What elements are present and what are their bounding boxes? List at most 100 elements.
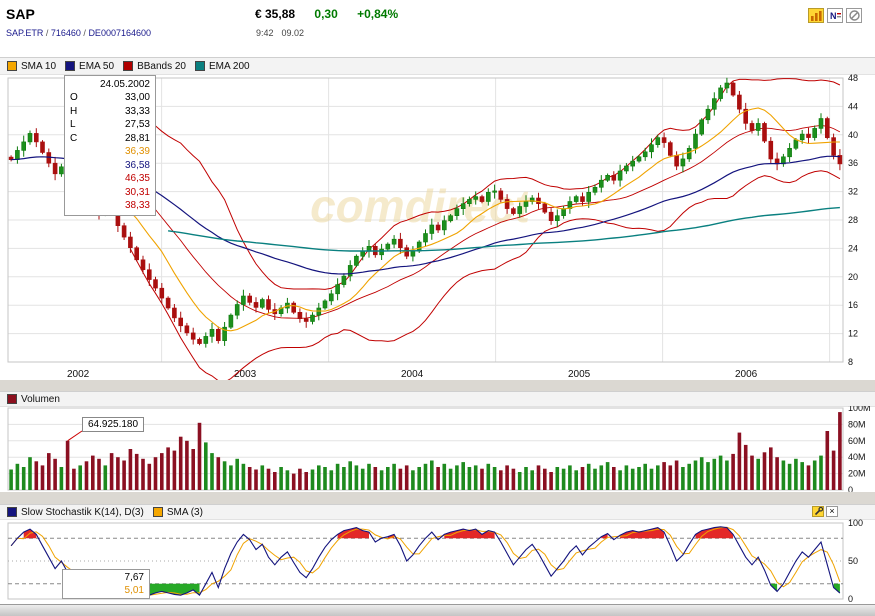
tooltip-row-value: 27,53	[124, 119, 150, 130]
isin: DE0007164600	[88, 28, 151, 38]
panel-separator[interactable]	[0, 380, 875, 391]
quote-timestamp: 9:42 09.02	[256, 28, 312, 38]
svg-text:comdirect: comdirect	[310, 180, 532, 232]
instrument-detail: SAP.ETR / 716460 / DE0007164600	[6, 28, 151, 38]
window-bottom-strip	[0, 604, 875, 616]
svg-text:40M: 40M	[848, 452, 866, 462]
legend-label: Slow Stochastik K(14), D(3)	[21, 506, 144, 518]
svg-text:0: 0	[848, 594, 853, 604]
quote-block: € 35,88 0,30 +0,84%	[255, 7, 398, 21]
legend-label: Volumen	[21, 393, 60, 405]
svg-text:24: 24	[848, 243, 858, 253]
svg-text:100M: 100M	[848, 406, 871, 413]
chart-toolbar: N	[808, 8, 862, 23]
price-chart-canvas[interactable]: 8 12 16 20 24 28 32 36 40 44 48 2002 2003 2004 2005 200…	[0, 74, 875, 380]
panel-separator[interactable]	[0, 492, 875, 504]
tooltip-row-label: O	[70, 92, 78, 103]
svg-text:50: 50	[848, 556, 858, 566]
mute-icon[interactable]	[846, 8, 862, 23]
tooltip-row-value: 36,58	[124, 159, 150, 171]
legend-label: EMA 200	[209, 60, 250, 72]
wrench-glyph	[814, 507, 823, 516]
tooltip-row: O 33,00	[70, 91, 150, 105]
svg-text:2002: 2002	[67, 369, 90, 380]
svg-text:48: 48	[848, 74, 858, 83]
svg-text:20: 20	[848, 272, 858, 282]
close-indicator-icon[interactable]: ×	[826, 506, 838, 517]
legend-chip	[195, 61, 205, 71]
quote-time: 9:42	[256, 28, 274, 38]
svg-text:20M: 20M	[848, 469, 866, 479]
legend-label: SMA (3)	[166, 506, 203, 518]
volume-chart-canvas[interactable]: 0 20M 40M 60M 80M 100M	[0, 406, 875, 492]
price-change: 0,30	[314, 7, 338, 21]
svg-text:32: 32	[848, 187, 858, 197]
svg-text:100: 100	[848, 519, 863, 528]
stoch-tooltip-value: 7,67	[124, 572, 144, 583]
exchange-code[interactable]: SAP.ETR	[6, 28, 44, 38]
tooltip-row: C 28,81	[70, 132, 150, 146]
svg-text:2004: 2004	[401, 369, 424, 380]
tooltip-row-value: 38,33	[124, 200, 150, 211]
svg-text:60M: 60M	[848, 436, 866, 446]
price-crosshair-tooltip: 24.05.2002 O 33,00 H 33,33 L 27,53 C 28,81 36,39 3…	[64, 75, 156, 216]
legend-chip	[65, 61, 76, 71]
svg-text:2005: 2005	[568, 369, 591, 380]
svg-text:2003: 2003	[234, 369, 257, 380]
tooltip-row-value: 36,39	[124, 146, 150, 157]
svg-text:2006: 2006	[735, 369, 758, 380]
svg-text:16: 16	[848, 300, 858, 310]
legend-label: BBands 20	[137, 60, 186, 72]
tooltip-date: 24.05.2002	[99, 79, 150, 90]
tooltip-row-value: 33,33	[124, 105, 150, 117]
stoch-tooltip-value: 5,01	[124, 585, 144, 596]
svg-text:40: 40	[848, 130, 858, 140]
bar-chart-icon[interactable]	[808, 8, 824, 23]
bar-chart-glyph	[810, 10, 822, 21]
news-icon[interactable]: N	[827, 8, 843, 23]
tooltip-row-label: L	[70, 119, 76, 130]
indicator-panel-buttons: ×	[812, 506, 838, 517]
svg-text:28: 28	[848, 215, 858, 225]
svg-text:N: N	[830, 11, 837, 21]
svg-text:44: 44	[848, 101, 858, 111]
legend-chip	[7, 507, 17, 517]
stochastic-tooltip: 7,67 5,01	[62, 569, 150, 599]
tooltip-row: 30,31	[70, 186, 150, 200]
indicator-settings-icon[interactable]	[812, 506, 824, 517]
svg-text:12: 12	[848, 329, 858, 339]
legend-chip	[123, 61, 134, 71]
tooltip-row: 36,39	[70, 145, 150, 159]
last-price: € 35,88	[255, 7, 296, 21]
news-glyph: N	[830, 11, 841, 21]
tooltip-row-label: C	[70, 132, 78, 144]
tooltip-row-value: 46,35	[124, 173, 150, 184]
legend-chip	[152, 507, 163, 517]
tooltip-row: 46,35	[70, 172, 150, 186]
wkn: 716460	[50, 28, 81, 38]
tooltip-row: 36,58	[70, 159, 150, 173]
stochastic-legend: Slow Stochastik K(14), D(3) SMA (3) ×	[0, 504, 875, 520]
volume-callout: 64.925.180	[82, 417, 145, 432]
price-change-percent: +0,84%	[357, 7, 399, 21]
legend-label: EMA 50	[79, 60, 115, 72]
svg-text:8: 8	[848, 357, 853, 367]
tooltip-row-value: 28,81	[124, 132, 150, 144]
instrument-symbol: SAP	[6, 6, 35, 22]
price-legend: SMA 10 EMA 50 BBands 20 EMA 200	[0, 57, 875, 75]
legend-chip	[7, 394, 17, 404]
tooltip-row: 38,33	[70, 199, 150, 213]
quote-header: SAP SAP.ETR / 716460 / DE0007164600 € 35…	[0, 0, 875, 56]
tooltip-row-value: 33,00	[124, 92, 150, 103]
legend-chip	[7, 61, 17, 71]
quote-date: 09.02	[281, 28, 305, 38]
svg-text:36: 36	[848, 158, 858, 168]
tooltip-row-value: 30,31	[124, 186, 150, 198]
tooltip-row: H 33,33	[70, 105, 150, 119]
tooltip-row-label: H	[70, 105, 78, 117]
legend-label: SMA 10	[21, 60, 57, 72]
tooltip-row: L 27,53	[70, 118, 150, 132]
svg-text:80M: 80M	[848, 419, 866, 429]
mute-glyph	[848, 10, 860, 21]
